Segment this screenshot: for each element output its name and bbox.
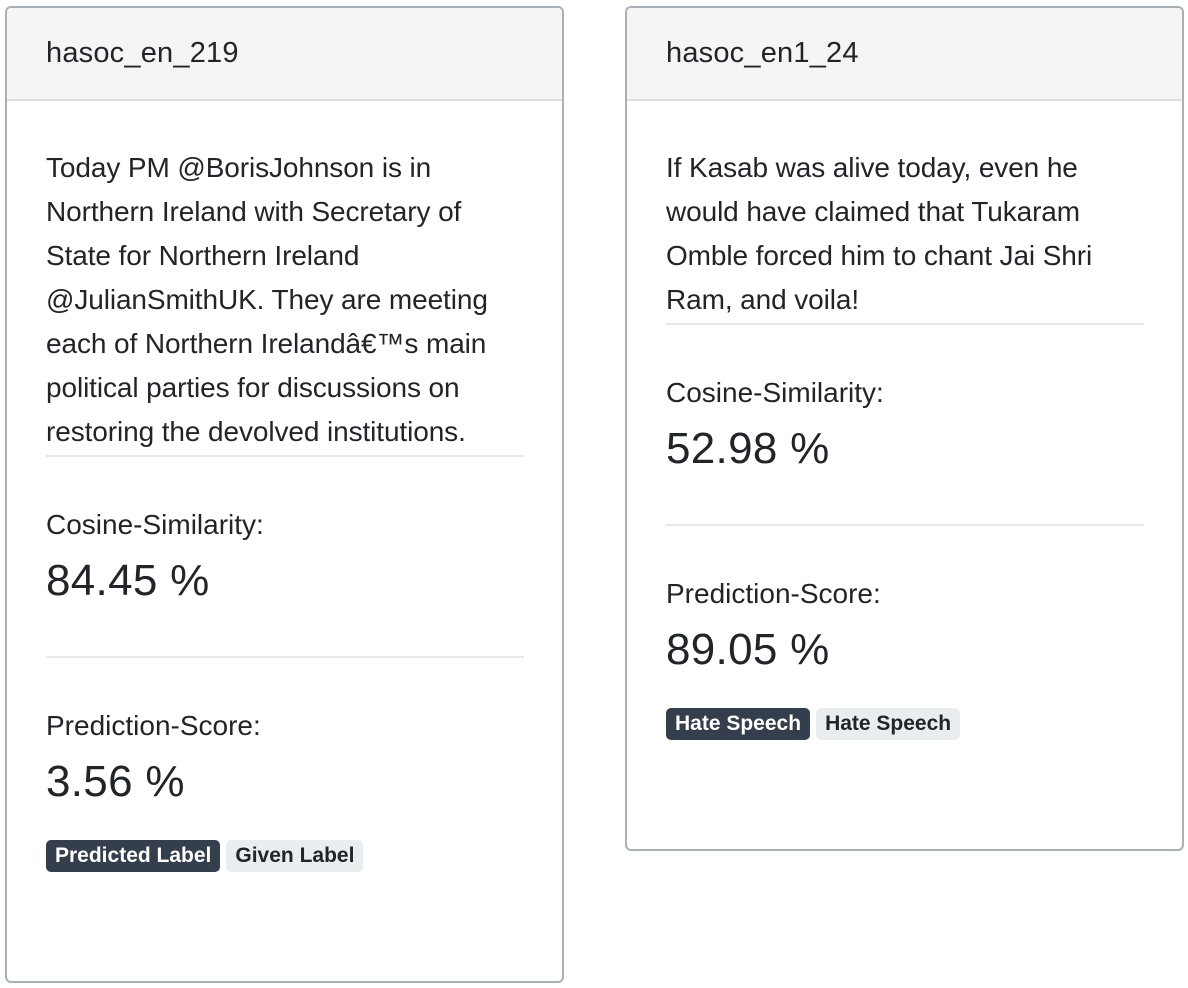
card-body: Today PM @BorisJohnson is in Northern Ir… — [7, 101, 562, 872]
given-label-badge: Given Label — [226, 840, 364, 872]
divider — [666, 323, 1144, 325]
divider — [666, 524, 1144, 526]
tweet-text: If Kasab was alive today, even he would … — [666, 152, 1093, 315]
tweet-text: Today PM @BorisJohnson is in Northern Ir… — [46, 152, 488, 447]
card-header: hasoc_en_219 — [7, 8, 562, 101]
given-label-badge: Hate Speech — [816, 708, 961, 740]
prediction-score-value: 3.56 % — [46, 757, 185, 806]
prediction-score-value: 89.05 % — [666, 625, 830, 674]
cosine-similarity-value: 52.98 % — [666, 424, 830, 473]
card-id: hasoc_en_219 — [46, 37, 239, 69]
label-badges: Hate Speech Hate Speech — [666, 708, 1143, 740]
prediction-score-label: Prediction-Score: — [666, 578, 881, 609]
cosine-similarity-label: Cosine-Similarity: — [666, 377, 884, 408]
cosine-similarity-label: Cosine-Similarity: — [46, 509, 264, 540]
card-body: If Kasab was alive today, even he would … — [627, 101, 1182, 740]
prediction-score-label: Prediction-Score: — [46, 710, 261, 741]
predicted-label-badge: Predicted Label — [46, 840, 221, 872]
label-badges: Predicted Label Given Label — [46, 840, 523, 872]
card-header: hasoc_en1_24 — [627, 8, 1182, 101]
card-id: hasoc_en1_24 — [666, 37, 859, 69]
divider — [46, 455, 524, 457]
divider — [46, 656, 524, 658]
predicted-label-badge: Hate Speech — [666, 708, 811, 740]
cosine-similarity-value: 84.45 % — [46, 556, 210, 605]
result-card: hasoc_en_219 Today PM @BorisJohnson is i… — [5, 6, 564, 983]
result-card: hasoc_en1_24 If Kasab was alive today, e… — [625, 6, 1184, 851]
